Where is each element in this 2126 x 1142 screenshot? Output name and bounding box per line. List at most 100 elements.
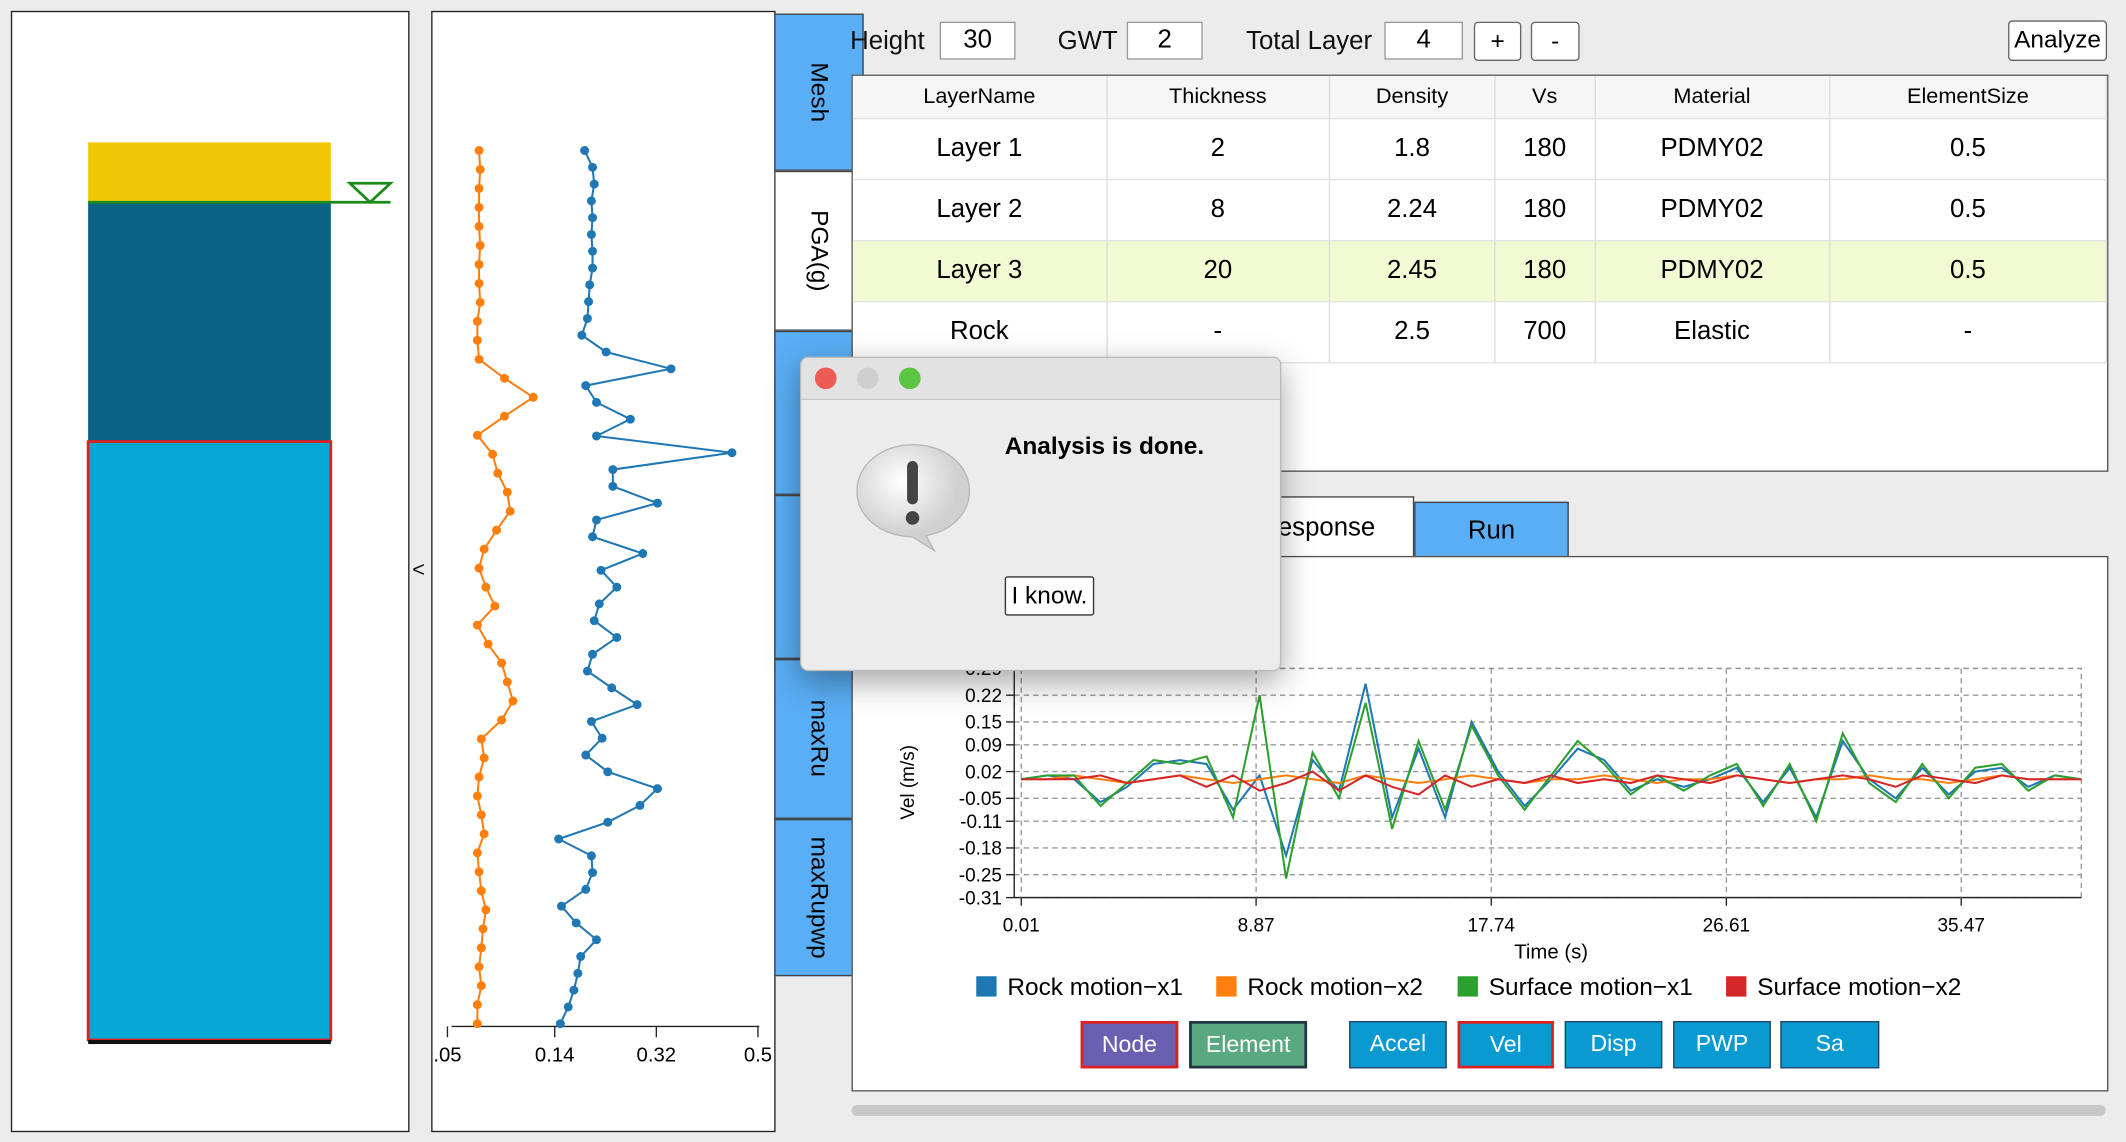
profile-point (472, 430, 482, 440)
profile-point (596, 565, 606, 575)
accel-button[interactable]: Accel (1349, 1020, 1447, 1069)
profile-point (582, 666, 592, 676)
title-bar (801, 357, 1280, 400)
legend-swatch (1726, 976, 1747, 997)
element-button[interactable]: Element (1189, 1020, 1308, 1069)
profile-point (497, 658, 507, 668)
profile-panel (431, 10, 776, 1133)
side-tab[interactable]: PGA(g) (774, 170, 864, 331)
height-label: Height (850, 27, 925, 56)
profile-point (569, 985, 579, 995)
profile-point (576, 952, 586, 962)
profile-point (588, 263, 598, 273)
profile-point (584, 297, 594, 307)
table-row: Layer 1 2 1.8 180 PDMY02 0.5 (852, 118, 2108, 181)
profile-point (638, 549, 648, 558)
y-tick-label: 0.02 (965, 762, 1002, 783)
table-cell: 2 (1106, 118, 1330, 181)
legend-label: Surface motion−x2 (1757, 974, 1961, 1001)
water-table-marker (346, 181, 394, 205)
profile-point (502, 487, 512, 497)
x-tick-label: 8.87 (1238, 916, 1275, 937)
profile-point (597, 733, 607, 743)
profile-point (554, 834, 564, 844)
profile-point (666, 364, 676, 374)
profile-point (586, 716, 596, 726)
close-button[interactable] (814, 367, 837, 390)
profile-point (490, 601, 500, 611)
remove-layer-button[interactable]: - (1530, 21, 1580, 62)
y-tick-label: -0.25 (959, 865, 1002, 886)
table-cell: - (1829, 301, 2108, 364)
x-tick-label: 0.01 (1003, 916, 1040, 937)
legend-label: Rock motion−x2 (1247, 974, 1423, 1001)
table-cell: 2.5 (1329, 301, 1496, 364)
x-tick-label: 0.5 (744, 1045, 772, 1067)
node-button[interactable]: Node (1080, 1020, 1179, 1069)
profile-point (528, 392, 538, 402)
profile-point (479, 753, 489, 763)
profile-point (603, 817, 613, 827)
profile-point (555, 1019, 565, 1029)
profile-point (483, 639, 493, 649)
profile-point (479, 829, 489, 839)
profile-point (481, 582, 491, 592)
legend-label: Rock motion−x1 (1007, 974, 1183, 1001)
side-tab[interactable]: maxRu (774, 658, 864, 819)
vel-button[interactable]: Vel (1457, 1020, 1554, 1069)
profile-point (592, 515, 601, 525)
series-line (1020, 683, 2082, 860)
profile-point (586, 851, 596, 861)
height-input[interactable]: 30 (939, 21, 1016, 60)
table-cell: PDMY02 (1594, 179, 1831, 242)
alert-dialog: Analysis is done. I know. (799, 356, 1282, 672)
total-layer-input[interactable]: 4 (1384, 21, 1464, 60)
profile-point (474, 221, 484, 231)
sa-button[interactable]: Sa (1780, 1020, 1880, 1069)
profile-point (472, 848, 482, 858)
profile-point (581, 381, 591, 391)
profile-point (499, 373, 509, 383)
table-cell: 180 (1494, 118, 1596, 181)
profile-point (488, 449, 498, 459)
analyze-button[interactable]: Analyze (2008, 20, 2108, 62)
add-layer-button[interactable]: + (1473, 21, 1522, 62)
disp-button[interactable]: Disp (1564, 1020, 1663, 1069)
table-row: Layer 3 20 2.45 180 PDMY02 0.5 (852, 240, 2108, 303)
table-cell: 20 (1106, 240, 1330, 303)
profile-point (476, 943, 486, 953)
table-cell: Elastic (1594, 301, 1831, 364)
y-tick-label: 0.22 (965, 686, 1002, 707)
profile-point (582, 313, 592, 323)
collapse-button[interactable]: < (412, 558, 425, 582)
table-cell: 180 (1494, 240, 1596, 303)
legend-swatch (1216, 976, 1237, 997)
profile-point (472, 1000, 482, 1010)
profile-point (573, 968, 583, 978)
table-cell: 1.8 (1329, 118, 1496, 181)
pwp-button[interactable]: PWP (1673, 1020, 1771, 1069)
dialog-ok-button[interactable]: I know. (1004, 576, 1095, 616)
profile-point (585, 280, 595, 290)
x-tick-label: 35.47 (1937, 916, 1984, 937)
profile-point (612, 633, 622, 642)
column-header: Thickness (1106, 75, 1330, 120)
profile-point (499, 411, 509, 421)
table-cell: 0.5 (1829, 240, 2108, 303)
profile-point (476, 886, 486, 896)
profile-point (475, 297, 485, 307)
profile-point (472, 335, 482, 345)
minimize-button (856, 367, 879, 390)
zoom-button[interactable] (898, 367, 921, 390)
profile-point (472, 1019, 482, 1029)
y-tick-label: -0.05 (959, 789, 1002, 810)
profile-point (635, 800, 645, 810)
scrollbar[interactable] (851, 1105, 2106, 1116)
profile-point (474, 183, 484, 193)
table-cell: 2.45 (1329, 240, 1496, 303)
gwt-input[interactable]: 2 (1126, 21, 1203, 60)
profile-point (588, 213, 598, 223)
profile-point (474, 772, 484, 782)
